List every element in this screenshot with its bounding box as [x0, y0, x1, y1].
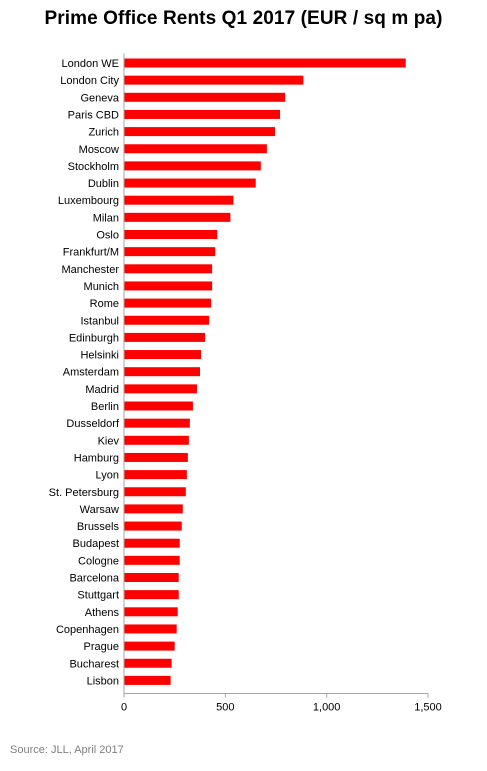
bar — [124, 675, 171, 685]
category-label: Athens — [85, 607, 120, 619]
bar — [124, 230, 218, 239]
category-label: Lisbon — [87, 675, 119, 687]
category-label: Brussels — [77, 521, 120, 533]
bar — [124, 607, 178, 617]
category-label: Stockholm — [68, 161, 119, 173]
bar — [124, 573, 179, 582]
bar — [124, 127, 275, 137]
bar — [124, 281, 213, 291]
category-label: Warsaw — [80, 504, 119, 516]
bar — [124, 332, 206, 342]
category-label: Rome — [90, 298, 119, 310]
chart-title: Prime Office Rents Q1 2017 (EUR / sq m p… — [44, 8, 443, 29]
bar — [124, 92, 286, 102]
bar — [124, 487, 186, 497]
bar — [124, 264, 213, 274]
category-label: Oslo — [96, 230, 119, 242]
x-axis: 0 500 1,000 1,500 — [121, 53, 442, 714]
bar — [124, 658, 172, 668]
category-label: Istanbul — [80, 315, 119, 327]
category-label: Cologne — [78, 555, 119, 567]
category-label: Berlin — [91, 401, 119, 413]
category-label: London City — [60, 75, 119, 87]
category-label: Prague — [84, 641, 119, 653]
bar — [124, 298, 212, 308]
bar — [124, 401, 193, 411]
x-tick-label: 500 — [216, 702, 234, 714]
category-label: Madrid — [85, 384, 119, 396]
category-label: Stuttgart — [77, 590, 119, 602]
bar — [124, 384, 197, 394]
bar — [124, 470, 187, 480]
category-label: London WE — [62, 58, 119, 70]
bar — [124, 435, 189, 445]
category-label: Copenhagen — [56, 624, 119, 636]
bar — [124, 452, 188, 462]
category-label: Barcelona — [69, 573, 119, 585]
category-label: Helsinki — [80, 350, 119, 362]
category-label: Luxembourg — [58, 195, 119, 207]
bar — [124, 641, 175, 651]
bar — [124, 58, 406, 68]
bar — [124, 247, 216, 257]
bar — [124, 590, 179, 600]
category-label: Paris CBD — [68, 109, 119, 121]
x-tick-label: 1,000 — [313, 702, 341, 714]
x-tick-label: 1,500 — [414, 702, 442, 714]
category-label: Hamburg — [74, 452, 119, 464]
category-label: Budapest — [73, 538, 119, 550]
category-label: Amsterdam — [63, 367, 119, 379]
category-label: Geneva — [80, 92, 119, 104]
category-label: Milan — [93, 212, 119, 224]
category-label: Moscow — [79, 144, 119, 156]
category-label: Zurich — [88, 127, 119, 139]
category-label: Manchester — [62, 264, 120, 276]
category-label: Dusseldorf — [66, 418, 120, 430]
category-label: St. Petersburg — [49, 487, 119, 499]
bar — [124, 109, 281, 119]
category-label: Bucharest — [69, 658, 119, 670]
category-label: Munich — [84, 281, 119, 293]
category-label: Lyon — [96, 470, 119, 482]
bar — [124, 624, 177, 634]
bar — [124, 195, 234, 205]
category-label: Frankfurt/M — [63, 247, 119, 259]
bar — [124, 521, 182, 531]
category-label: Edinburgh — [69, 332, 119, 344]
bar — [124, 418, 190, 428]
bar — [124, 144, 267, 154]
bar — [124, 315, 210, 325]
bars-layer — [124, 58, 406, 685]
bar — [124, 212, 231, 222]
category-labels: London WE London City Geneva Paris CBD Zuric… — [49, 58, 120, 687]
bar — [124, 538, 180, 548]
bar — [124, 555, 180, 565]
bar — [124, 75, 304, 85]
bar — [124, 178, 256, 188]
source-note: Source: JLL, April 2017 — [10, 744, 124, 756]
bar — [124, 350, 202, 360]
category-label: Kiev — [98, 435, 120, 447]
bar — [124, 161, 261, 171]
bar — [124, 504, 183, 514]
category-label: Dublin — [88, 178, 119, 190]
x-tick-label: 0 — [121, 702, 127, 714]
bar — [124, 367, 200, 377]
